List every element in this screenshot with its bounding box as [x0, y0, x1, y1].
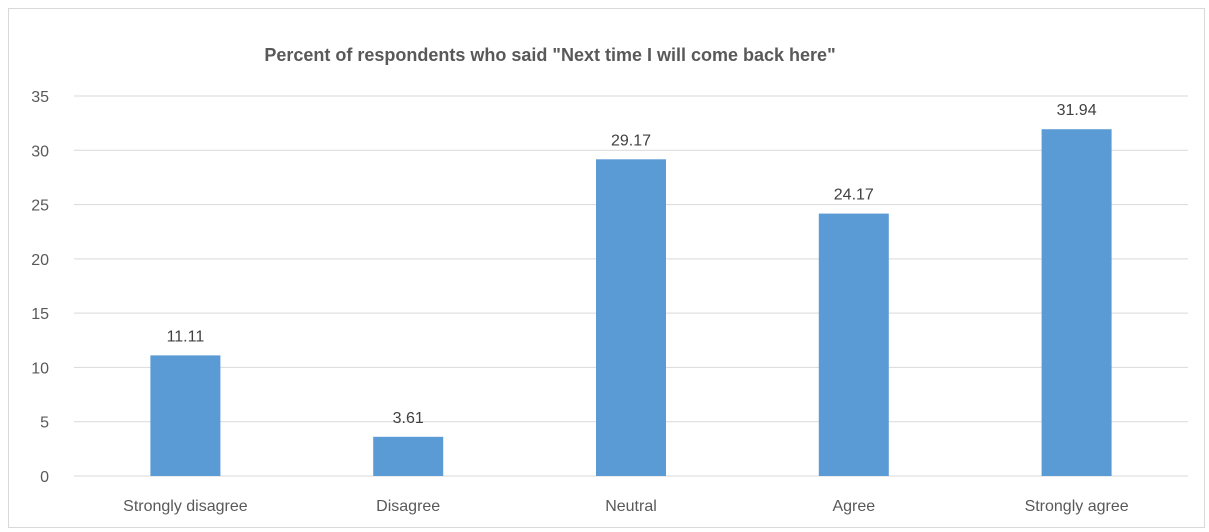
y-tick-label: 30 — [31, 143, 49, 160]
bar-strongly-disagree — [150, 355, 221, 476]
x-tick-label: Strongly disagree — [123, 498, 248, 515]
x-tick-label: Disagree — [376, 498, 440, 515]
chart-title: Percent of respondents who said "Next ti… — [264, 45, 835, 65]
data-labels: 11.11 3.61 29.17 24.17 31.94 — [167, 102, 1097, 427]
data-label: 3.61 — [393, 410, 424, 427]
data-label: 24.17 — [834, 187, 874, 204]
y-tick-label: 25 — [31, 198, 49, 215]
data-label: 29.17 — [611, 132, 651, 149]
y-tick-label: 15 — [31, 306, 49, 323]
x-tick-label: Strongly agree — [1025, 498, 1129, 515]
y-axis-tick-labels: 0 5 10 15 20 25 30 35 — [31, 89, 49, 486]
data-label: 31.94 — [1057, 102, 1097, 119]
y-tick-label: 35 — [31, 89, 49, 106]
x-axis-category-labels: Strongly disagree Disagree Neutral Agree Str… — [123, 498, 1129, 515]
x-tick-label: Neutral — [605, 498, 657, 515]
y-tick-label: 20 — [31, 252, 49, 269]
bar-disagree — [373, 436, 444, 476]
bars — [150, 129, 1112, 477]
bar-strongly-agree — [1041, 129, 1112, 477]
y-tick-label: 10 — [31, 360, 49, 377]
bar-agree — [818, 213, 889, 476]
y-tick-label: 5 — [40, 415, 49, 432]
y-tick-label: 0 — [40, 469, 49, 486]
bar-neutral — [596, 159, 666, 476]
x-tick-label: Agree — [832, 498, 875, 515]
data-label: 11.11 — [167, 328, 205, 345]
